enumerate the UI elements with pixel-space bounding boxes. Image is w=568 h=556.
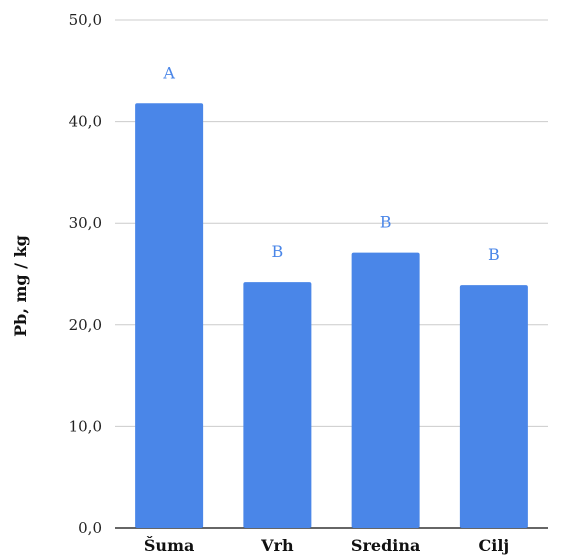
bar-1 bbox=[135, 103, 204, 528]
y-axis-ticks: 0,0 10,0 20,0 30,0 40,0 50,0 bbox=[69, 11, 102, 537]
bar-4 bbox=[459, 285, 528, 528]
y-tick-label: 30,0 bbox=[69, 214, 102, 232]
bar-letter-label: B bbox=[488, 245, 500, 264]
y-tick-label: 50,0 bbox=[69, 11, 102, 29]
x-category-label: Vrh bbox=[260, 536, 294, 555]
bar-3 bbox=[351, 252, 420, 528]
x-category-label: Cilj bbox=[479, 536, 510, 555]
bar-2 bbox=[243, 282, 312, 528]
y-tick-label: 40,0 bbox=[69, 113, 102, 131]
y-tick-label: 0,0 bbox=[78, 519, 102, 537]
y-tick-label: 10,0 bbox=[69, 417, 102, 435]
x-category-label: Sredina bbox=[351, 536, 420, 555]
x-category-label: Šuma bbox=[144, 535, 194, 555]
y-axis-title: Pb, mg / kg bbox=[11, 235, 30, 337]
x-axis-categories: Šuma Vrh Sredina Cilj bbox=[144, 535, 509, 555]
bar-letter-label: B bbox=[271, 242, 283, 261]
bar-letter-label: B bbox=[380, 213, 392, 232]
bar-letter-labels: A B B B bbox=[162, 63, 499, 264]
y-tick-label: 20,0 bbox=[69, 316, 102, 334]
bars bbox=[135, 103, 528, 528]
bar-letter-label: A bbox=[162, 63, 175, 82]
